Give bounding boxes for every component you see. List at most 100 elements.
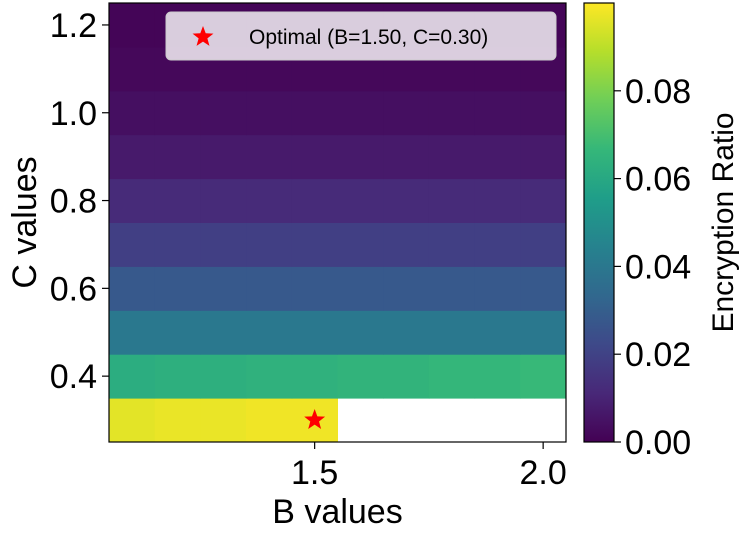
colorbar-tick-label: 0.06 (625, 161, 691, 199)
legend-label: Optimal (B=1.50, C=0.30) (249, 26, 488, 49)
heatmap-cell (246, 310, 293, 355)
heatmap-cell (246, 398, 293, 443)
heatmap-cell (109, 222, 156, 267)
heatmap-cell (383, 266, 430, 311)
heatmap-cell (154, 90, 201, 136)
heatmap-cell (246, 90, 293, 136)
heatmap-cell (291, 310, 338, 355)
y-tick-label: 0.6 (50, 270, 97, 308)
heatmap-cell (383, 310, 430, 355)
x-ticks: 1.5 2.0 (291, 442, 567, 492)
heatmap-cell (154, 178, 201, 223)
x-axis-label: B values (272, 493, 402, 531)
heatmap-cell (428, 310, 476, 355)
heatmap-cell (383, 90, 430, 136)
heatmap-cell (474, 90, 521, 136)
heatmap-cell (520, 354, 567, 399)
colorbar-ticks: 0.00 0.02 0.04 0.06 0.08 (614, 73, 691, 462)
heatmap-cell (200, 222, 247, 267)
heatmap-cell (520, 310, 567, 355)
heatmap-cell (109, 354, 156, 399)
colorbar-tick-label: 0.08 (625, 73, 691, 111)
legend: Optimal (B=1.50, C=0.30) (165, 11, 557, 61)
heatmap-cells (109, 3, 567, 443)
heatmap-cell (383, 134, 430, 180)
heatmap-cell (428, 266, 476, 311)
colorbar-tick-label: 0.02 (625, 336, 691, 374)
colorbar: 0.00 0.02 0.04 0.06 0.08 Encryption Ratio (583, 2, 740, 462)
colorbar-tick-label: 0.04 (625, 248, 691, 286)
heatmap-cell (109, 134, 156, 180)
heatmap-cell (474, 222, 521, 267)
heatmap-cell (337, 354, 384, 399)
colorbar-tick-label: 0.00 (625, 424, 691, 462)
heatmap-cell (428, 134, 476, 180)
heatmap-cell (200, 266, 247, 311)
heatmap-cell (337, 222, 384, 267)
heatmap-cell (474, 266, 521, 311)
heatmap-cell (109, 178, 156, 223)
heatmap-cell (474, 310, 521, 355)
heatmap-cell (520, 178, 567, 223)
heatmap-cell (520, 90, 567, 136)
heatmap-cell (200, 354, 247, 399)
heatmap-cell (337, 90, 384, 136)
heatmap-cell (200, 310, 247, 355)
heatmap-cell (200, 134, 247, 180)
heatmap-cell (428, 222, 476, 267)
plot-frame (108, 2, 567, 443)
heatmap-cell (428, 178, 476, 223)
y-tick-label: 0.4 (50, 358, 97, 396)
heatmap-cell (246, 222, 293, 267)
heatmap-cell (383, 178, 430, 223)
y-axis-label: C values (6, 156, 44, 288)
heatmap-cell (291, 90, 338, 136)
heatmap-cell (200, 398, 247, 443)
heatmap-cell (520, 266, 567, 311)
y-ticks: 0.4 0.6 0.8 1.0 1.2 (50, 7, 109, 396)
heatmap-cell (474, 178, 521, 223)
optimal-point-star (304, 409, 326, 429)
heatmap-cell (246, 134, 293, 180)
heatmap-cell (200, 178, 247, 223)
heatmap-cell (246, 178, 293, 223)
y-tick-label: 0.8 (50, 183, 97, 221)
heatmap-cell (291, 134, 338, 180)
y-tick-label: 1.2 (50, 7, 97, 45)
heatmap-cell (337, 178, 384, 223)
heatmap-cell (246, 266, 293, 311)
heatmap-cell (246, 354, 293, 399)
legend-star-icon (192, 26, 214, 46)
y-tick-label: 1.0 (50, 95, 97, 133)
heatmap-cell (154, 222, 201, 267)
optimal-marker-layer (304, 409, 326, 429)
heatmap-cell (337, 266, 384, 311)
x-tick-label: 2.0 (520, 454, 567, 492)
heatmap-cell (154, 134, 201, 180)
legend-box (165, 11, 557, 61)
heatmap-cell (291, 178, 338, 223)
heatmap-cell (154, 398, 201, 443)
heatmap-cell (428, 90, 476, 136)
heatmap-cell (520, 222, 567, 267)
heatmap-cell (109, 266, 156, 311)
colorbar-label: Encryption Ratio (707, 112, 740, 332)
heatmap-cell (474, 134, 521, 180)
heatmap-cell (383, 222, 430, 267)
heatmap-cell (337, 310, 384, 355)
heatmap-cell (109, 3, 156, 48)
x-tick-label: 1.5 (291, 454, 338, 492)
heatmap-cell (428, 354, 476, 399)
heatmap-cell (109, 310, 156, 355)
heatmap-cell (154, 354, 201, 399)
heatmap-cell (383, 354, 430, 399)
heatmap-cell (291, 354, 338, 399)
heatmap-cell (109, 398, 156, 443)
heatmap-cell (474, 354, 521, 399)
heatmap-cell (520, 134, 567, 180)
heatmap-cell (200, 90, 247, 136)
colorbar-gradient (583, 2, 615, 443)
heatmap-cell (109, 90, 156, 136)
